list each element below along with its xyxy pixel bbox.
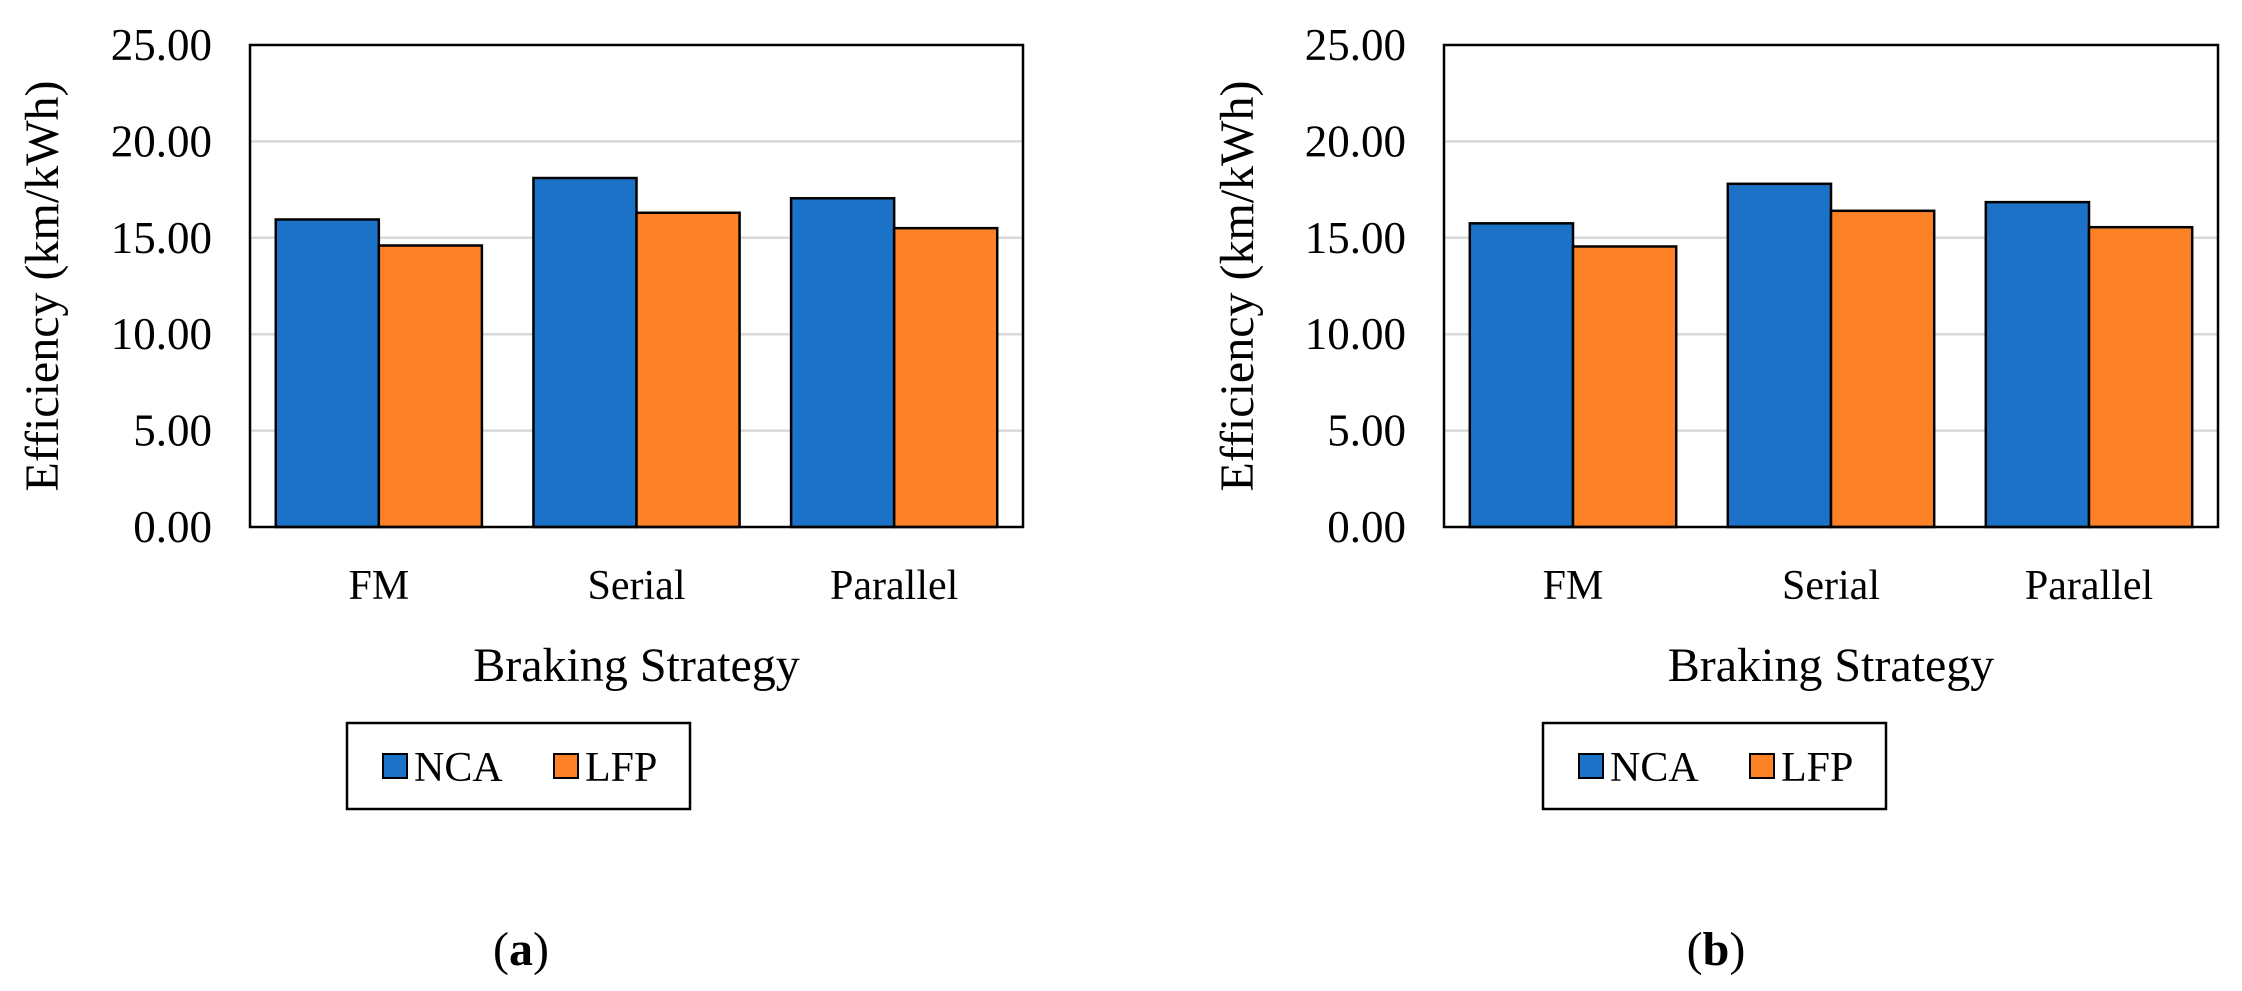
bar-lfp-fm (1571, 245, 1678, 529)
bar-nca-fm (1468, 222, 1575, 529)
legend-swatch-nca (1578, 753, 1604, 779)
plot-area-border (1442, 43, 2220, 529)
legend-label-lfp: LFP (1781, 745, 1853, 791)
panel-label: (a) (493, 923, 549, 976)
legend-label-lfp: LFP (585, 745, 657, 791)
chart-panel-a: 0.00 5.00 10.00 15.00 20.00 25.00 FM Serial Para… (16, 20, 1025, 976)
y-tick-label: 5.00 (133, 406, 212, 456)
bar-nca-serial (1726, 182, 1833, 529)
legend: NCA LFP (345, 721, 692, 811)
x-tick-label: Parallel (2025, 563, 2153, 609)
y-tick-label: 10.00 (1305, 309, 1406, 359)
bar-lfp-serial (635, 211, 741, 529)
bar-nca-parallel (1984, 200, 2091, 529)
y-tick-label: 0.00 (1327, 502, 1406, 552)
bar-nca-serial (532, 176, 638, 529)
y-tick-label: 25.00 (111, 20, 212, 70)
y-tick-label: 25.00 (1305, 20, 1406, 70)
y-tick-label: 15.00 (1305, 213, 1406, 263)
legend-label-nca: NCA (414, 745, 503, 791)
y-axis-title: Efficiency (km/kWh) (1211, 81, 1264, 492)
bar-lfp-parallel (892, 226, 999, 529)
bar-lfp-parallel (2087, 225, 2194, 529)
y-tick-label: 20.00 (1305, 116, 1406, 166)
legend: NCA LFP (1541, 721, 1888, 811)
y-tick-label: 0.00 (133, 502, 212, 552)
bar-lfp-fm (377, 244, 484, 529)
y-tick-label: 5.00 (1327, 406, 1406, 456)
x-tick-label: Serial (1782, 563, 1880, 609)
chart-panel-b: 0.00 5.00 10.00 15.00 20.00 25.00 FM Serial Para… (1211, 20, 2220, 976)
legend-swatch-lfp (1749, 753, 1775, 779)
y-tick-label: 20.00 (111, 116, 212, 166)
y-tick-label: 15.00 (111, 213, 212, 263)
panel-label: (b) (1687, 923, 1746, 976)
y-axis-title: Efficiency (km/kWh) (16, 81, 69, 492)
x-tick-label: FM (348, 563, 409, 609)
x-axis-title: Braking Strategy (1668, 639, 1995, 692)
legend-swatch-nca (382, 753, 408, 779)
x-tick-label: FM (1543, 563, 1604, 609)
legend-label-nca: NCA (1610, 745, 1699, 791)
bar-lfp-serial (1829, 209, 1936, 529)
bar-nca-parallel (789, 197, 896, 529)
plot-area-border (248, 43, 1025, 529)
x-axis-title: Braking Strategy (473, 639, 800, 692)
x-tick-label: Parallel (830, 563, 958, 609)
x-tick-label: Serial (588, 563, 686, 609)
y-tick-label: 10.00 (111, 309, 212, 359)
bar-nca-fm (274, 218, 381, 529)
legend-swatch-lfp (553, 753, 579, 779)
